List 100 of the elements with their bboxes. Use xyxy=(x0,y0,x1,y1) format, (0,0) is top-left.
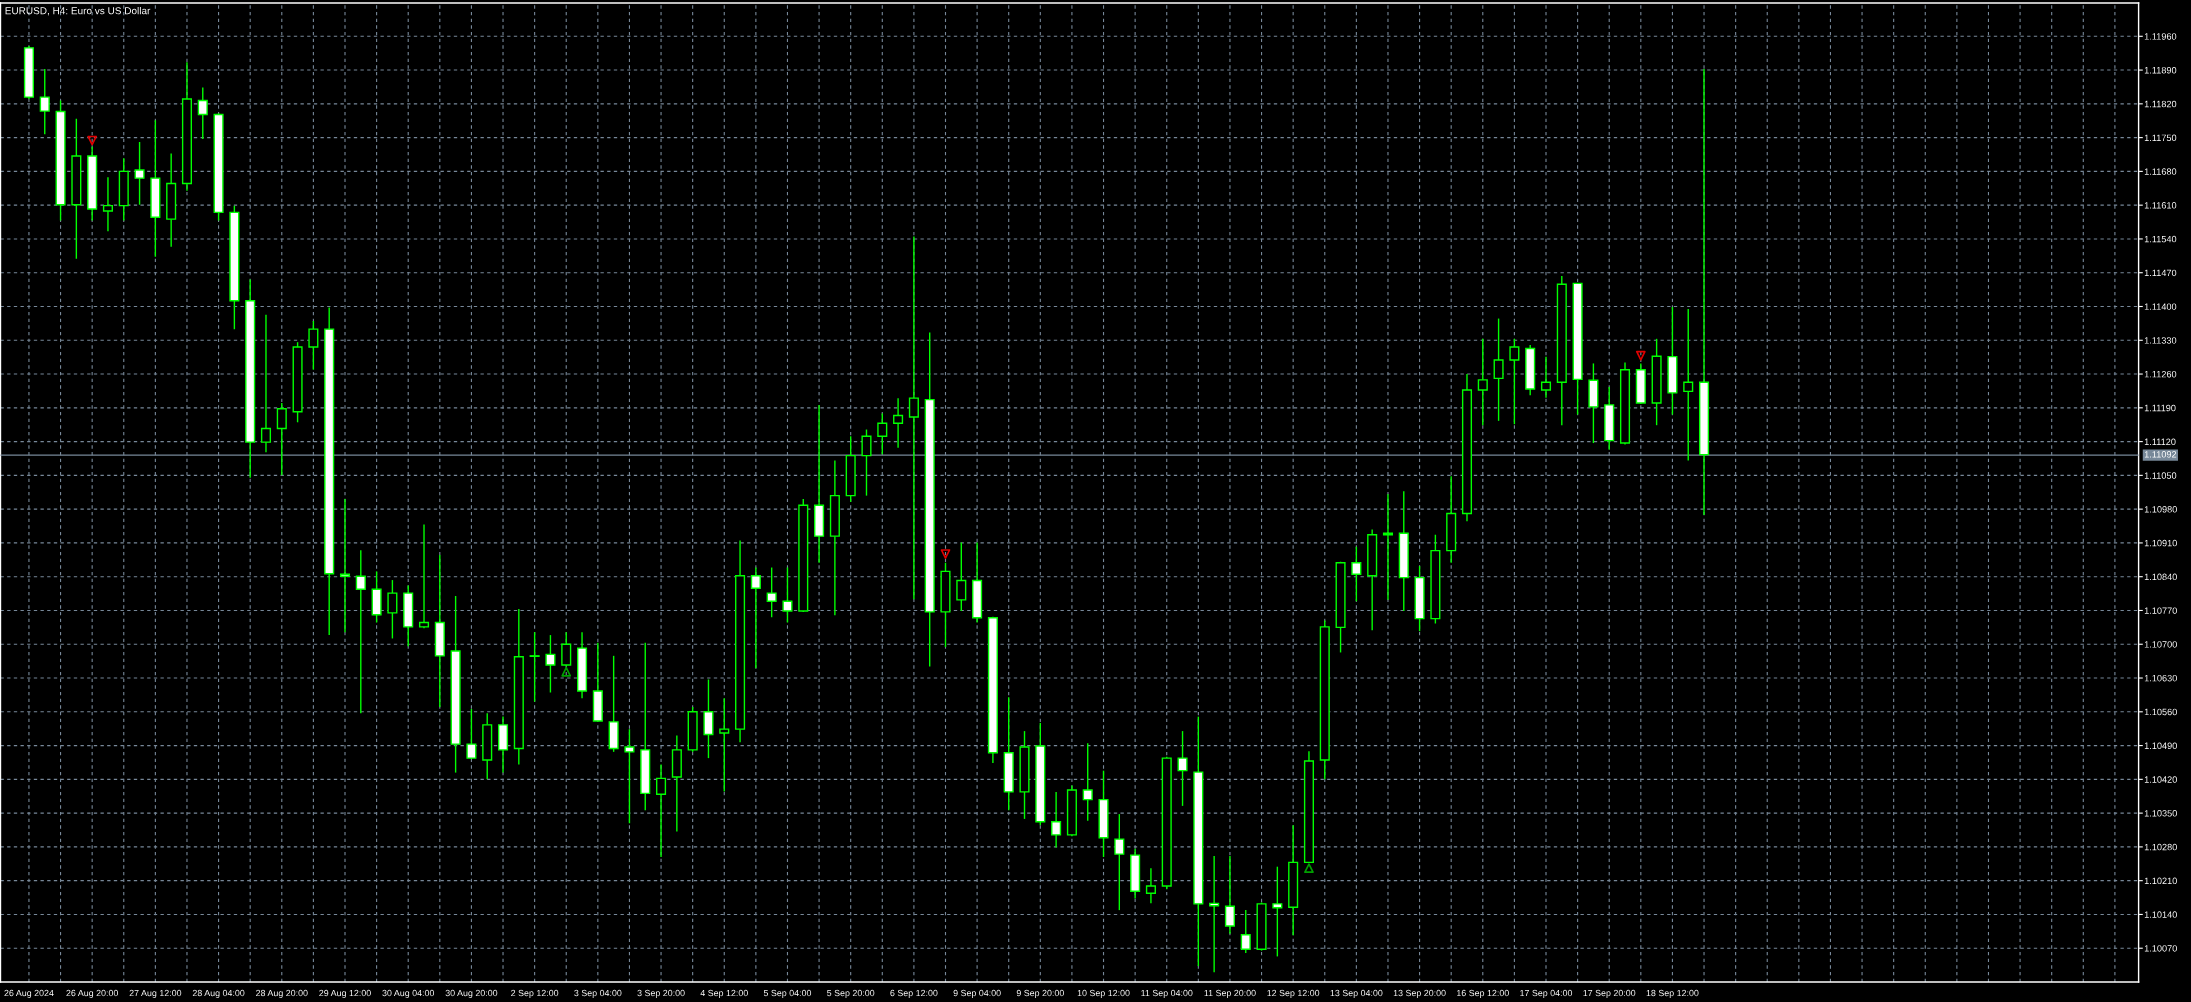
y-tick-label: 1.11820 xyxy=(2144,100,2177,108)
x-tick-label: 10 Sep 12:00 xyxy=(1077,989,1130,998)
x-tick-label: 29 Aug 12:00 xyxy=(319,989,371,998)
candlestick xyxy=(1114,813,1125,911)
y-tick-label: 1.11680 xyxy=(2144,168,2177,175)
x-tick-label: 9 Sep 04:00 xyxy=(953,989,1001,998)
point xyxy=(87,135,98,146)
x-tick-label: 11 Sep 20:00 xyxy=(1204,989,1256,998)
x-tick-label: 17 Sep 04:00 xyxy=(1520,989,1573,998)
x-tick-label: 5 Sep 20:00 xyxy=(827,989,875,998)
y-tick-label: 1.10280 xyxy=(2144,843,2177,851)
candlestick xyxy=(750,566,761,670)
candlestick xyxy=(735,539,746,743)
candlestick xyxy=(260,314,272,453)
candlestick xyxy=(1082,742,1093,822)
candlestick xyxy=(1493,317,1504,422)
candlestick xyxy=(1003,696,1014,811)
x-tick-label: 3 Sep 20:00 xyxy=(637,989,685,998)
candlestick xyxy=(339,498,351,633)
y-tick-label: 1.10420 xyxy=(2144,776,2177,783)
candlestick xyxy=(497,715,509,774)
x-tick-label: 11 Sep 04:00 xyxy=(1141,989,1193,998)
x-tick-label: 30 Aug 20:00 xyxy=(445,989,498,998)
candlestick xyxy=(576,631,588,699)
candlestick xyxy=(1288,824,1299,936)
y-tick-label: 1.10980 xyxy=(2144,506,2177,513)
y-tick-label: 1.11330 xyxy=(2144,337,2177,344)
candlestick xyxy=(166,152,177,248)
candlestick xyxy=(656,763,667,858)
candlestick xyxy=(1446,475,1457,564)
x-tick-label: 4 Sep 12:00 xyxy=(700,989,748,998)
candlestick xyxy=(102,176,113,232)
candlestick xyxy=(545,634,556,694)
candlestick xyxy=(529,631,540,703)
x-tick-label: 9 Sep 20:00 xyxy=(1016,989,1064,998)
y-tick-label: 1.11260 xyxy=(2144,370,2177,378)
y-tick-label: 1.10350 xyxy=(2144,810,2177,817)
candlestick xyxy=(355,549,366,714)
candlestick xyxy=(1193,715,1204,967)
candlestick xyxy=(71,118,82,260)
x-tick-label: 12 Sep 12:00 xyxy=(1267,989,1320,998)
y-tick-label: 1.11540 xyxy=(2144,235,2177,243)
x-tick-label: 13 Sep 04:00 xyxy=(1330,989,1383,998)
candlestick xyxy=(924,331,935,668)
candlestick xyxy=(1272,865,1283,958)
candlestick xyxy=(671,734,682,833)
candlestick xyxy=(1540,355,1552,399)
y-tick-label: 1.11960 xyxy=(2144,33,2177,40)
y-tick-label: 1.11400 xyxy=(2144,303,2177,310)
y-tick-label: 1.11190 xyxy=(2144,404,2176,412)
candlestick xyxy=(134,141,145,206)
y-tick-label: 1.10840 xyxy=(2144,573,2177,581)
y-tick-label: 1.10490 xyxy=(2144,742,2177,749)
x-tick-label: 26 Aug 20:00 xyxy=(66,989,119,998)
candlestick xyxy=(893,397,904,449)
candlestick xyxy=(181,61,193,192)
y-tick-label: 1.11050 xyxy=(2144,472,2177,479)
candlestick xyxy=(1145,867,1156,905)
candlestick xyxy=(1667,306,1678,416)
x-tick-label: 2 Sep 12:00 xyxy=(511,989,559,998)
candlestick xyxy=(1240,909,1251,954)
candlestick xyxy=(1683,308,1694,462)
candlestick xyxy=(1051,791,1062,849)
candlestick xyxy=(1367,528,1378,631)
y-tick-label: 1.10560 xyxy=(2144,708,2177,716)
y-tick-label: 1.10700 xyxy=(2144,641,2177,648)
x-tick-label: 27 Aug 12:00 xyxy=(129,989,182,998)
x-tick-label: 6 Sep 12:00 xyxy=(890,989,938,998)
y-tick-label: 1.10070 xyxy=(2144,945,2177,952)
candlestick xyxy=(245,278,256,479)
candlestick xyxy=(829,459,840,616)
y-tick-label: 1.10210 xyxy=(2144,877,2177,885)
y-tick-label: 1.11890 xyxy=(2144,66,2177,74)
x-tick-label: 28 Aug 04:00 xyxy=(192,989,245,998)
x-tick-label: 13 Sep 20:00 xyxy=(1393,989,1446,998)
candlestick xyxy=(1224,855,1235,935)
candlestick xyxy=(814,404,825,564)
x-tick-label: 18 Sep 12:00 xyxy=(1646,989,1699,998)
candlestick xyxy=(1477,338,1488,426)
point xyxy=(1304,863,1314,874)
x-tick-label: 17 Sep 20:00 xyxy=(1583,989,1636,998)
y-tick-label: 1.10770 xyxy=(2144,607,2177,614)
y-tick-label: 1.11120 xyxy=(2144,438,2176,446)
y-tick-label: 1.11750 xyxy=(2144,134,2177,142)
candlestick xyxy=(450,595,461,774)
candlestick xyxy=(434,554,445,708)
candlestick xyxy=(1398,490,1409,612)
candlestick xyxy=(513,608,524,766)
candlestick xyxy=(39,68,50,135)
candlestick xyxy=(1177,730,1188,807)
point xyxy=(561,666,572,677)
y-tick-label: 1.10630 xyxy=(2144,674,2177,682)
candlestick xyxy=(87,146,98,222)
y-tick-label: 1.11470 xyxy=(2144,269,2177,277)
y-tick-label: 1.10910 xyxy=(2144,539,2177,547)
x-tick-label: 30 Aug 04:00 xyxy=(382,989,435,998)
candlestick xyxy=(719,697,730,793)
candlestick xyxy=(466,708,477,760)
point xyxy=(1635,350,1646,361)
candlestick xyxy=(1098,769,1109,858)
